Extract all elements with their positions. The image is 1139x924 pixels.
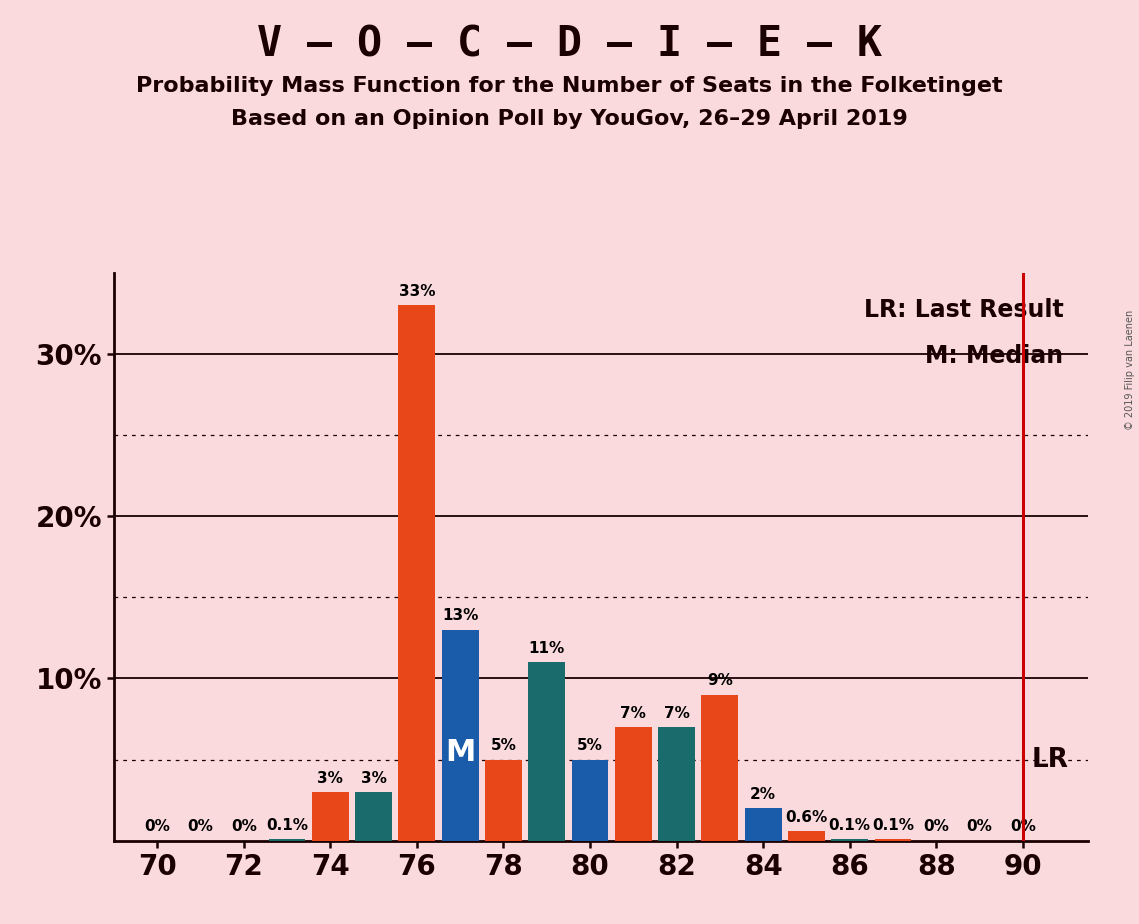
Bar [702,695,738,841]
Text: LR: LR [1032,747,1068,772]
Bar [485,760,522,841]
Text: 0.6%: 0.6% [785,809,828,824]
Bar [312,792,349,841]
Bar [615,727,652,841]
Text: 7%: 7% [621,706,646,721]
Text: M: Median: M: Median [925,344,1064,368]
Text: 33%: 33% [399,284,435,298]
Text: 3%: 3% [318,771,343,785]
Bar [875,839,911,841]
Bar [355,792,392,841]
Text: 0%: 0% [231,820,256,834]
Bar [528,663,565,841]
Text: 5%: 5% [577,738,603,753]
Text: 7%: 7% [664,706,689,721]
Bar [442,630,478,841]
Text: 0.1%: 0.1% [267,818,308,833]
Text: 0%: 0% [1010,820,1035,834]
Bar [658,727,695,841]
Text: V – O – C – D – I – E – K: V – O – C – D – I – E – K [257,23,882,65]
Text: Based on an Opinion Poll by YouGov, 26–29 April 2019: Based on an Opinion Poll by YouGov, 26–2… [231,109,908,129]
Text: 0.1%: 0.1% [872,818,913,833]
Text: 0.1%: 0.1% [829,818,870,833]
Text: 5%: 5% [491,738,516,753]
Text: 0%: 0% [967,820,992,834]
Text: 0%: 0% [145,820,170,834]
Bar [399,305,435,841]
Text: 2%: 2% [751,787,776,802]
Text: 11%: 11% [528,640,565,656]
Text: © 2019 Filip van Laenen: © 2019 Filip van Laenen [1125,310,1134,430]
Text: 3%: 3% [361,771,386,785]
Text: 13%: 13% [442,608,478,624]
Bar [788,831,825,841]
Text: M: M [445,737,475,767]
Text: 0%: 0% [188,820,213,834]
Text: LR: Last Result: LR: Last Result [863,298,1064,322]
Text: 9%: 9% [707,674,732,688]
Bar [269,839,305,841]
Bar [745,808,781,841]
Bar [572,760,608,841]
Text: 0%: 0% [924,820,949,834]
Bar [831,839,868,841]
Text: Probability Mass Function for the Number of Seats in the Folketinget: Probability Mass Function for the Number… [137,76,1002,96]
